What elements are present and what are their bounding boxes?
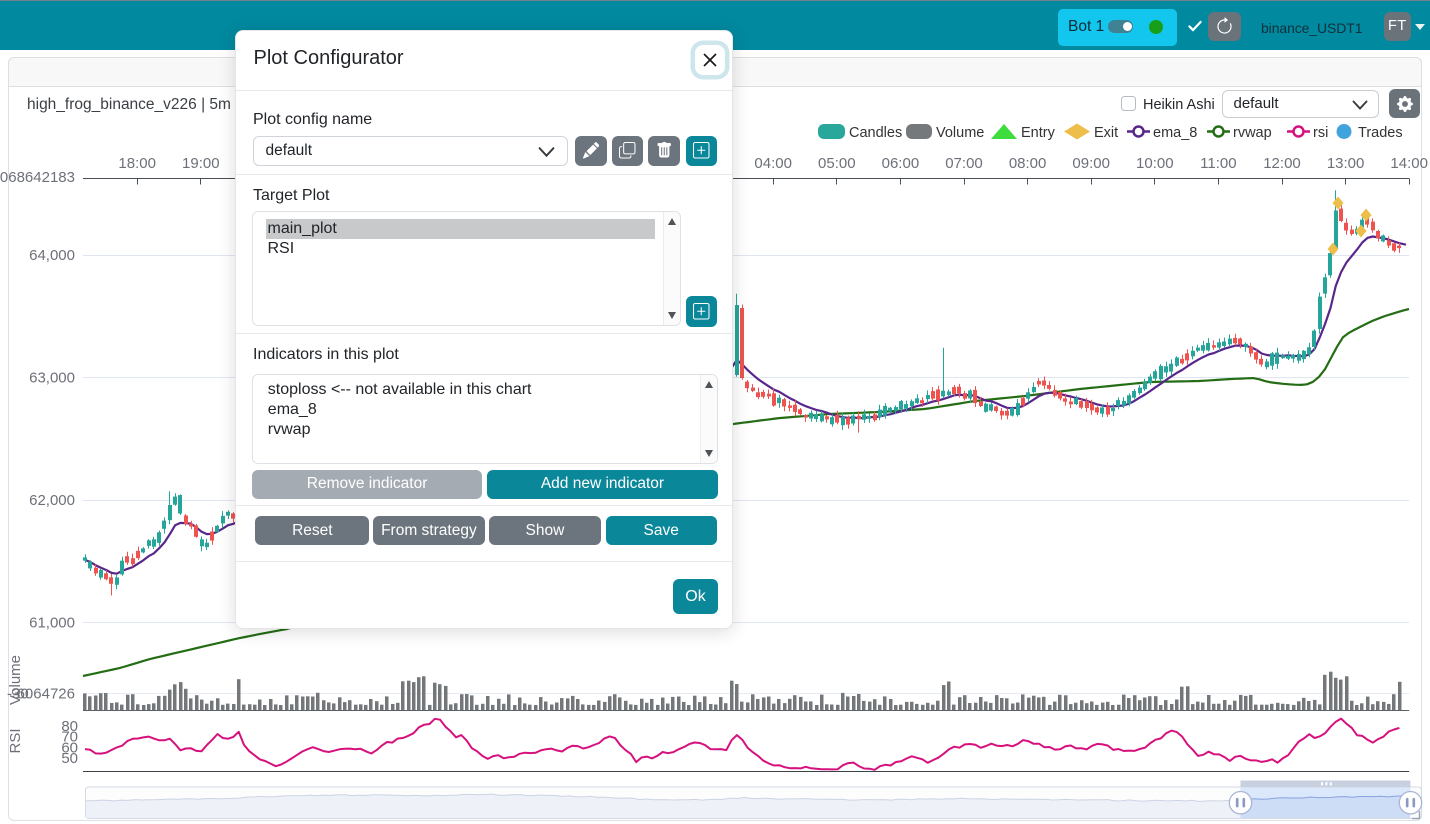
svg-text:63,000: 63,000 <box>29 370 75 387</box>
svg-text:Trades: Trades <box>1358 125 1403 141</box>
svg-text:12:00: 12:00 <box>1263 155 1301 172</box>
svg-text:60: 60 <box>61 740 78 757</box>
svg-text:high_frog_binance_v226 | 5m: high_frog_binance_v226 | 5m <box>27 96 231 113</box>
svg-text:70: 70 <box>61 729 78 746</box>
svg-text:09:00: 09:00 <box>1072 155 1110 172</box>
svg-text:Candles: Candles <box>849 125 902 141</box>
svg-text:07:00: 07:00 <box>945 155 983 172</box>
svg-text:10:00: 10:00 <box>1136 155 1174 172</box>
svg-text:13:00: 13:00 <box>1327 155 1365 172</box>
svg-text:Entry: Entry <box>1021 125 1056 141</box>
svg-text:Exit: Exit <box>1094 125 1118 141</box>
svg-text:6064726: 6064726 <box>17 686 75 703</box>
svg-text:06:00: 06:00 <box>882 155 920 172</box>
svg-text:04:00: 04:00 <box>754 155 792 172</box>
svg-text:rsi: rsi <box>1313 125 1328 141</box>
svg-text:80: 80 <box>61 718 78 735</box>
svg-text:18:00: 18:00 <box>118 155 156 172</box>
svg-text:08:00: 08:00 <box>1009 155 1047 172</box>
svg-text:-30: -30 <box>7 686 29 703</box>
svg-text:Volume: Volume <box>7 655 24 705</box>
svg-text:05:00: 05:00 <box>818 155 856 172</box>
svg-text:11:00: 11:00 <box>1200 155 1236 172</box>
svg-text:RSI: RSI <box>7 728 24 753</box>
svg-text:068642183: 068642183 <box>0 169 75 186</box>
svg-text:19:00: 19:00 <box>182 155 220 172</box>
svg-text:Volume: Volume <box>936 125 984 141</box>
svg-text:50: 50 <box>61 750 78 767</box>
svg-text:61,000: 61,000 <box>29 615 75 632</box>
svg-text:rvwap: rvwap <box>1233 125 1272 141</box>
svg-text:62,000: 62,000 <box>29 492 75 509</box>
svg-text:14:00: 14:00 <box>1390 155 1428 172</box>
svg-text:ema_8: ema_8 <box>1153 125 1197 141</box>
svg-text:64,000: 64,000 <box>29 247 75 264</box>
